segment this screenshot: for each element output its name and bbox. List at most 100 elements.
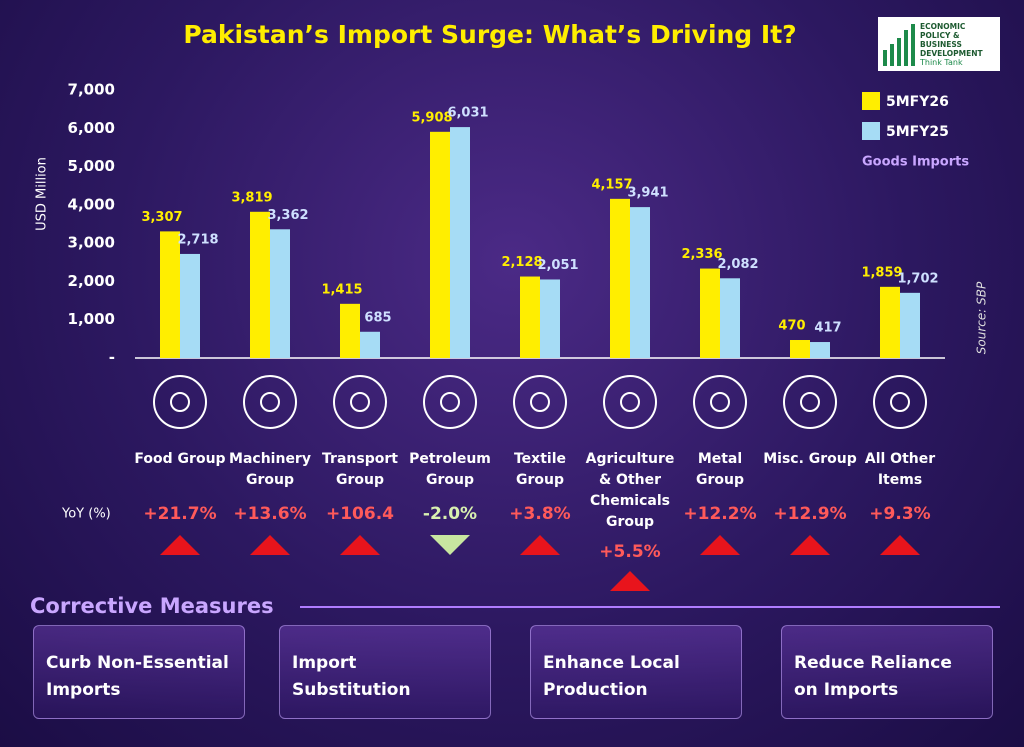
yoy-value: +12.9% [773, 504, 846, 524]
logo-name: ECONOMIC POLICY & BUSINESS DEVELOPMENT [920, 22, 983, 58]
value-label: 417 [814, 321, 841, 336]
value-label: 4,157 [591, 177, 632, 192]
yoy-value: +12.2% [683, 504, 756, 524]
y-tick-label: - [109, 349, 115, 367]
category-icon [423, 375, 477, 429]
source: Source: SBP [975, 281, 989, 354]
category-icon-core [890, 392, 910, 412]
y-tick-label: 1,000 [68, 310, 115, 328]
arrow-up [790, 535, 830, 555]
bar [810, 342, 830, 358]
value-label: 2,718 [177, 232, 218, 247]
category-icon [333, 375, 387, 429]
yoy-value: +3.8% [509, 504, 570, 524]
category-icon [783, 375, 837, 429]
bar [520, 276, 540, 358]
value-label: 685 [364, 310, 391, 325]
measures-title: Corrective Measures [30, 594, 274, 618]
value-label: 3,307 [141, 210, 182, 225]
arrow-down [430, 535, 470, 555]
value-label: 470 [778, 319, 805, 334]
bar [430, 131, 450, 358]
category-icon [153, 375, 207, 429]
yoy-value: +21.7% [143, 504, 216, 524]
y-tick-label: 4,000 [68, 195, 115, 213]
value-label: 1,859 [861, 265, 902, 280]
measure-box: Import Substitution [279, 625, 491, 719]
bar [900, 292, 920, 358]
category-icon-core [350, 392, 370, 412]
yoy-value: +5.5% [599, 542, 660, 562]
category-label: Agriculture & Other Chemicals Group [585, 451, 675, 530]
bar [270, 229, 290, 358]
category-icon [873, 375, 927, 429]
category-icon-core [800, 392, 820, 412]
value-label: 2,082 [717, 257, 758, 272]
yoy-value: +9.3% [869, 504, 930, 524]
value-label: 1,415 [321, 282, 362, 297]
bar [340, 303, 360, 358]
value-label: 6,031 [447, 106, 488, 121]
category-icon-core [620, 392, 640, 412]
y-axis-label: USD Million [35, 157, 50, 231]
bar [880, 286, 900, 358]
category-icon-core [170, 392, 190, 412]
category-icon-core [440, 392, 460, 412]
y-tick-label: 3,000 [68, 234, 115, 252]
y-tick-label: 2,000 [68, 272, 115, 290]
bar [540, 279, 560, 358]
category-icon [693, 375, 747, 429]
category-label: Transport Group [322, 451, 398, 488]
y-tick-label: 5,000 [68, 157, 115, 175]
category-label: All Other Items [864, 451, 936, 488]
category-icon [603, 375, 657, 429]
arrow-up [160, 535, 200, 555]
value-label: 3,941 [627, 186, 668, 201]
measure-box: Curb Non-Essential Imports [33, 625, 245, 719]
legend-note: Goods Imports [862, 155, 969, 170]
bar [630, 207, 650, 358]
category-label: Textile Group [513, 451, 566, 488]
value-label: 2,051 [537, 258, 578, 273]
arrow-up [250, 535, 290, 555]
legend-swatch [862, 122, 880, 140]
category-icon-core [710, 392, 730, 412]
yoy-value: -2.0% [423, 504, 477, 524]
measure-box: Enhance Local Production [530, 625, 742, 719]
bar [450, 127, 470, 359]
legend-label: 5MFY26 [886, 94, 949, 110]
bar [360, 331, 380, 358]
logo-icon [883, 24, 915, 66]
arrow-up [700, 535, 740, 555]
measure-box: Reduce Reliance on Imports [781, 625, 993, 719]
value-label: 1,702 [897, 271, 938, 286]
category-label: Machinery Group [229, 451, 311, 488]
value-label: 3,819 [231, 190, 272, 205]
category-icon [513, 375, 567, 429]
arrow-up [610, 571, 650, 591]
arrow-up [520, 535, 560, 555]
bar [700, 268, 720, 358]
logo-tagline: Think Tank [920, 58, 963, 67]
chart-title: Pakistan’s Import Surge: What’s Driving … [183, 20, 796, 49]
legend-label: 5MFY25 [886, 124, 949, 140]
yoy-label: YoY (%) [61, 507, 111, 522]
yoy-value: +13.6% [233, 504, 306, 524]
legend-swatch [862, 92, 880, 110]
value-label: 2,336 [681, 247, 722, 262]
category-icon-core [530, 392, 550, 412]
bar [720, 278, 740, 358]
category-icon [243, 375, 297, 429]
category-label: Metal Group [695, 451, 744, 488]
y-tick-label: 7,000 [68, 81, 115, 99]
bar [790, 340, 810, 358]
value-label: 2,128 [501, 255, 542, 270]
bar [180, 253, 200, 358]
category-label: Misc. Group [763, 451, 857, 467]
category-label: Petroleum Group [409, 451, 491, 488]
bar [250, 211, 270, 358]
yoy-value: +106.4 [326, 504, 394, 524]
bar [160, 231, 180, 358]
